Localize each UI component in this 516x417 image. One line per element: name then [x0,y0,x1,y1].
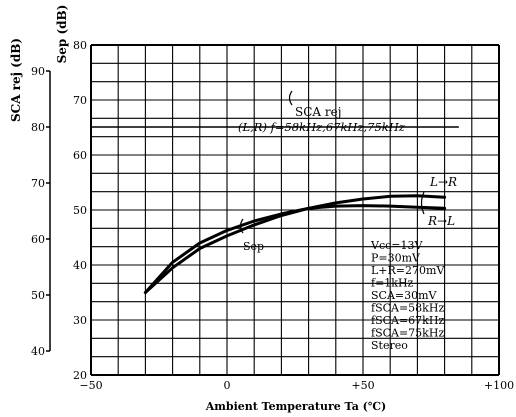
condition-line: fSCA=58kHz [371,302,444,315]
y-tick-label-sca-rej: 60 [31,233,45,246]
condition-line: L+R=270mV [371,264,445,277]
y-axis-label-sca-rej: SCA rej (dB) [9,38,23,122]
y-tick-label-sep: 30 [73,314,87,327]
y-tick-label-sep: 70 [73,94,87,107]
lr-rl-bracket [420,191,425,215]
condition-line: SCA=30mV [371,289,438,302]
sep-pointer [239,218,244,234]
series-line-sep-r-l [143,204,447,294]
y-tick-label-sep: 60 [73,149,87,162]
y-tick-label-sep: 20 [73,369,87,382]
y-axis-label-sep: Sep (dB) [55,5,69,64]
condition-line: f=1kHz [371,277,414,290]
y-tick-label-sep: 40 [73,259,87,272]
sca-rej-conditions: (L,R) f=58kHz,67kHz,75kHz [238,120,406,134]
sca-rej-label: SCA rej [295,105,341,119]
y-tick-label-sca-rej: 70 [31,177,45,190]
y-tick-label-sep: 50 [73,204,87,217]
sep-label: Sep [243,240,264,253]
condition-line: Vcc=13V [370,239,423,252]
y-tick-label-sca-rej: 80 [31,121,45,134]
x-tick-label: −50 [79,379,102,392]
condition-line: fSCA=67kHz [371,314,444,327]
x-tick-label: +50 [351,379,374,392]
condition-line: P=30mV [371,252,421,265]
y-tick-label-sca-rej: 90 [31,65,45,78]
lr-label: L→R [429,175,457,189]
y-tick-label-sep: 80 [73,39,87,52]
sca-rej-pointer [288,90,293,106]
x-tick-label: +100 [484,379,514,392]
y-tick-label-sca-rej: 50 [31,289,45,302]
ticks: 20 30 40 50 60 70 80 40 50 60 70 80 90 −50 0 +50 +100 [31,39,514,392]
rl-label: R→L [427,214,455,228]
x-tick-label: 0 [224,379,231,392]
x-axis-label: Ambient Temperature Ta (℃) [205,400,387,413]
condition-line: fSCA=75kHz [371,327,444,340]
y-tick-label-sca-rej: 40 [31,345,45,358]
grid [90,44,500,376]
condition-line: Stereo [371,339,408,352]
test-conditions: Vcc=13VP=30mVL+R=270mVf=1kHzSCA=30mVfSCA… [370,239,445,352]
curves [90,126,460,294]
